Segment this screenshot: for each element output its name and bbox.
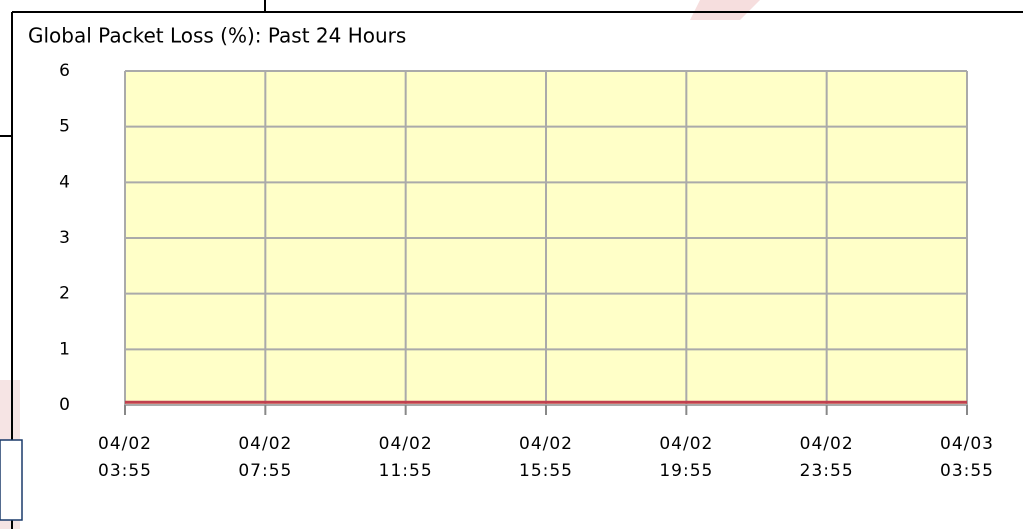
y-tick-label: 2 xyxy=(59,284,70,304)
background-shape xyxy=(690,0,760,20)
y-tick-label: 4 xyxy=(59,172,70,192)
x-tick-label: 04/02 15:55 xyxy=(519,434,573,481)
x-tick-label: 04/02 23:55 xyxy=(799,434,854,481)
x-tick-label: 04/02 03:55 xyxy=(98,434,152,481)
x-tick-label: 04/02 19:55 xyxy=(659,434,714,481)
y-tick-label: 0 xyxy=(59,395,70,415)
side-box xyxy=(0,439,23,521)
y-tick-label: 1 xyxy=(59,339,70,359)
y-tick-label: 3 xyxy=(59,228,70,248)
x-tick-label: 04/02 11:55 xyxy=(378,434,433,481)
x-tick-label: 04/03 03:55 xyxy=(940,434,994,481)
chart-title: Global Packet Loss (%): Past 24 Hours xyxy=(28,24,406,48)
x-tick-label: 04/02 07:55 xyxy=(238,434,293,481)
y-tick-label: 6 xyxy=(59,61,70,81)
y-tick-label: 5 xyxy=(59,117,70,137)
